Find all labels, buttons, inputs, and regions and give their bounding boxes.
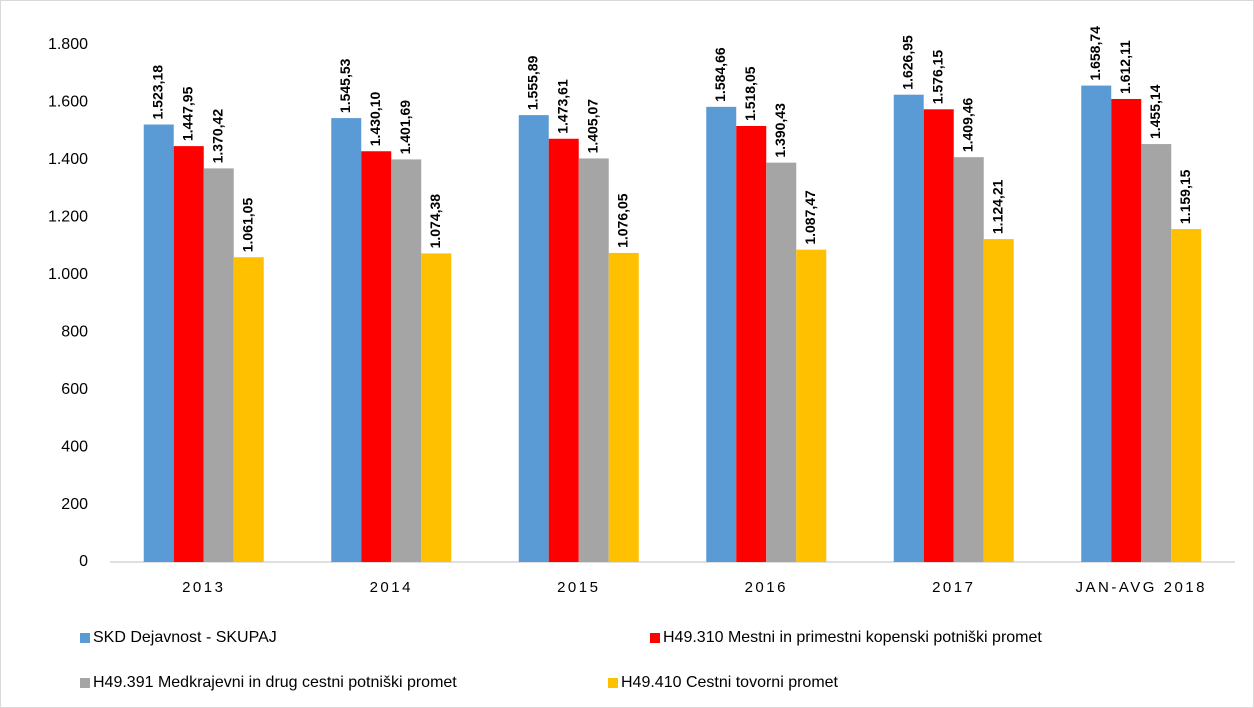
- bar: [361, 151, 392, 562]
- value-label: 1.576,15: [929, 50, 945, 105]
- legend-swatch: [80, 678, 90, 688]
- bar: [736, 125, 767, 563]
- value-label: 1.612,11: [1117, 40, 1133, 94]
- value-label: 1.401,69: [397, 100, 413, 155]
- value-label: 1.061,05: [239, 198, 255, 253]
- legend-label: SKD Dejavnost - SKUPAJ: [93, 629, 277, 646]
- legend-label: H49.310 Mestni in primestni kopenski pot…: [663, 629, 1042, 646]
- y-tick-label: 1.800: [48, 36, 88, 53]
- value-label: 1.124,21: [989, 179, 1005, 234]
- y-tick-label: 600: [61, 381, 88, 398]
- value-label: 1.523,18: [149, 65, 165, 120]
- bar: [143, 124, 174, 563]
- bar: [578, 158, 609, 562]
- value-label: 1.430,10: [367, 92, 383, 147]
- bar: [173, 146, 204, 562]
- bar: [766, 162, 797, 562]
- bar: [893, 94, 924, 563]
- x-tick-label: 2016: [745, 579, 788, 596]
- value-label: 1.087,47: [802, 190, 818, 245]
- legend-swatch: [608, 678, 618, 688]
- value-label: 1.405,07: [584, 99, 600, 154]
- y-tick-label: 0: [79, 553, 88, 570]
- bar: [548, 138, 579, 562]
- value-label: 1.626,95: [899, 35, 915, 90]
- value-label: 1.455,14: [1147, 84, 1163, 139]
- value-label: 1.518,05: [742, 66, 758, 121]
- bar: [706, 106, 737, 562]
- bar: [518, 115, 549, 562]
- bar: [421, 253, 452, 562]
- value-label: 1.555,89: [524, 55, 540, 110]
- bar: [203, 168, 234, 562]
- legend-label: H49.391 Medkrajevni in drug cestni potni…: [93, 674, 457, 691]
- x-tick-label: 2017: [932, 579, 975, 596]
- bar: [983, 239, 1014, 562]
- bar: [1141, 144, 1172, 562]
- y-tick-label: 1.000: [48, 266, 88, 283]
- bar: [1111, 98, 1142, 562]
- bar: [1171, 229, 1202, 563]
- x-tick-label: 2013: [182, 579, 225, 596]
- value-label: 1.390,43: [772, 103, 788, 158]
- value-label: 1.409,46: [959, 97, 975, 152]
- legend-label: H49.410 Cestni tovorni promet: [621, 674, 839, 691]
- y-tick-label: 1.200: [48, 209, 88, 226]
- x-tick-label: 2015: [557, 579, 600, 596]
- bar: [1081, 85, 1112, 563]
- value-label: 1.447,95: [179, 86, 195, 141]
- bar: [953, 157, 984, 563]
- y-tick-label: 400: [61, 438, 88, 455]
- x-tick-label: JAN-AVG 2018: [1076, 579, 1207, 596]
- value-label: 1.076,05: [614, 193, 630, 248]
- y-tick-label: 200: [61, 496, 88, 513]
- y-tick-label: 800: [61, 323, 88, 340]
- y-tick-label: 1.600: [48, 94, 88, 111]
- value-label: 1.074,38: [427, 194, 443, 249]
- bar: [796, 249, 827, 562]
- bar: [608, 252, 639, 563]
- bar: [923, 109, 954, 563]
- legend-swatch: [650, 633, 660, 643]
- value-label: 1.658,74: [1087, 26, 1103, 81]
- value-label: 1.159,15: [1177, 169, 1193, 224]
- x-tick-label: 2014: [370, 579, 413, 596]
- legend-swatch: [80, 633, 90, 643]
- value-label: 1.370,42: [209, 109, 225, 164]
- bar: [391, 159, 422, 562]
- y-tick-label: 1.400: [48, 151, 88, 168]
- value-label: 1.545,53: [337, 58, 353, 113]
- bar: [331, 118, 362, 562]
- value-label: 1.473,61: [554, 79, 570, 134]
- bar: [233, 257, 264, 562]
- value-label: 1.584,66: [712, 47, 728, 102]
